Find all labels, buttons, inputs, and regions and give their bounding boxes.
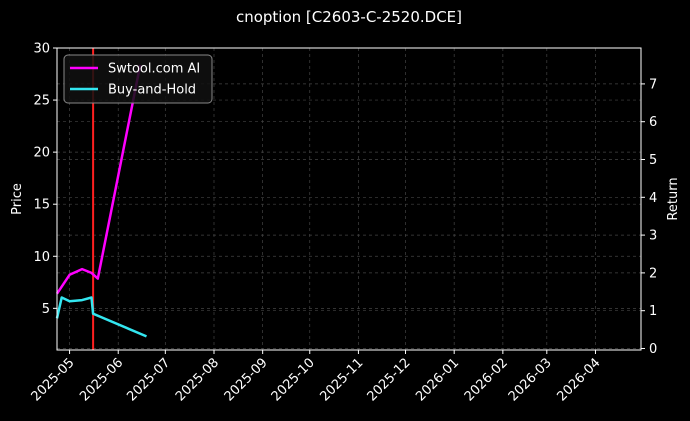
y2-tick-label: 0 xyxy=(649,342,657,357)
chart-title: cnoption [C2603-C-2520.DCE] xyxy=(236,8,462,26)
y2-tick-label: 2 xyxy=(649,266,657,281)
y-tick-label: 5 xyxy=(42,302,50,317)
x-tick-label: 2025-06 xyxy=(77,355,126,404)
y-tick-label: 10 xyxy=(33,250,50,265)
y-tick-label: 15 xyxy=(33,198,50,213)
y2-tick-label: 7 xyxy=(649,77,657,92)
legend: Swtool.com AI Buy-and-Hold xyxy=(63,54,213,104)
series-line-buy-and-hold xyxy=(55,296,147,338)
x-tick-label: 2026-03 xyxy=(506,355,555,404)
legend-label: Swtool.com AI xyxy=(108,62,200,77)
y2-axis-label: Return xyxy=(666,177,681,220)
x-tick-label: 2025-11 xyxy=(317,355,366,404)
x-tick-label: 2026-04 xyxy=(554,355,603,404)
x-tick-label: 2025-08 xyxy=(173,355,222,404)
legend-box xyxy=(63,54,213,104)
y-tick-label: 25 xyxy=(33,94,50,109)
y2-tick-label: 1 xyxy=(649,304,657,319)
legend-label: Buy-and-Hold xyxy=(108,83,196,98)
y-axis-label: Price xyxy=(10,183,25,215)
x-tick-label: 2025-07 xyxy=(124,355,173,404)
x-tick-label: 2026-01 xyxy=(413,355,462,404)
y2-tick-label: 4 xyxy=(649,191,657,206)
y2-tick-label: 3 xyxy=(649,229,657,244)
y-tick-label: 30 xyxy=(33,42,50,57)
y-tick-label: 20 xyxy=(33,146,50,161)
plot-frame xyxy=(56,47,642,351)
x-tick-label: 2026-02 xyxy=(462,355,511,404)
x-tick-label: 2025-09 xyxy=(222,355,271,404)
y2-tick-label: 5 xyxy=(649,153,657,168)
x-tick-label: 2025-05 xyxy=(29,355,78,404)
x-tick-label: 2025-12 xyxy=(365,355,414,404)
y2-tick-label: 6 xyxy=(649,115,657,130)
x-tick-label: 2025-10 xyxy=(269,355,318,404)
series-line-swtool-com-ai xyxy=(55,64,142,295)
grid-lines xyxy=(57,47,641,350)
